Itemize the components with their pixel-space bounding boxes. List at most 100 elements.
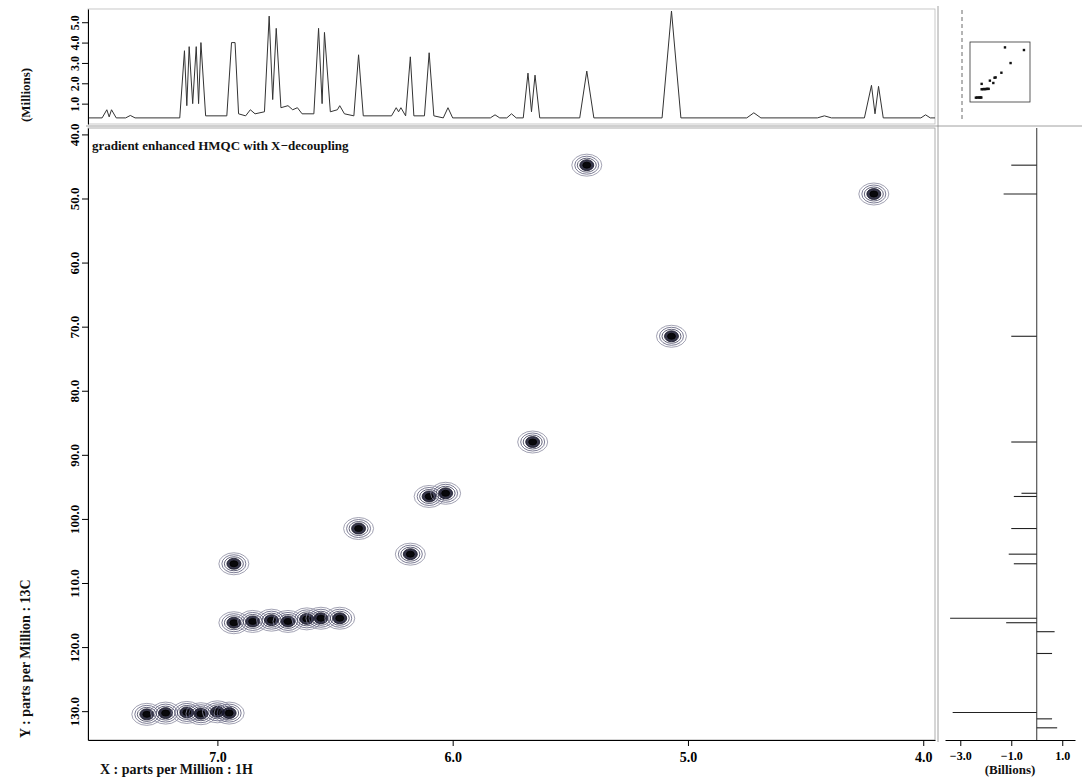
tick: 1.0 bbox=[1055, 740, 1070, 763]
contour-level bbox=[309, 609, 333, 627]
inset-peak bbox=[1004, 46, 1006, 48]
inset-peak bbox=[992, 82, 994, 84]
spike bbox=[1037, 727, 1057, 728]
tick-label: 4.0 bbox=[915, 750, 933, 765]
inset-peak bbox=[989, 79, 991, 81]
contour-level bbox=[143, 711, 151, 717]
contour-level bbox=[230, 561, 238, 567]
tick-mark bbox=[82, 519, 88, 520]
panel-separator bbox=[938, 6, 939, 742]
tick-mark bbox=[960, 740, 961, 746]
spike bbox=[1021, 493, 1036, 494]
spike bbox=[1014, 496, 1037, 497]
spectrum-line bbox=[88, 11, 935, 118]
contour-level bbox=[518, 431, 548, 453]
cross-peak bbox=[306, 607, 336, 629]
contour-level bbox=[330, 611, 349, 625]
tick-label: 130.0 bbox=[67, 697, 82, 726]
inset-peak bbox=[987, 88, 989, 90]
tick-mark bbox=[82, 104, 88, 105]
tick-mark bbox=[1062, 740, 1063, 746]
axis-line bbox=[89, 740, 936, 741]
contour-level bbox=[583, 162, 591, 168]
spike bbox=[953, 712, 1037, 713]
cross-peak bbox=[325, 607, 355, 629]
contour-level bbox=[219, 553, 249, 575]
inset-peak bbox=[1023, 49, 1025, 51]
inset-peaks bbox=[975, 46, 1025, 99]
x-axis: −3.0−1.01.0 bbox=[946, 740, 1076, 763]
plot-frame bbox=[88, 128, 935, 740]
cross-peak bbox=[344, 518, 374, 540]
contour-level bbox=[347, 520, 371, 538]
contour-level bbox=[278, 614, 297, 628]
axis-line bbox=[88, 129, 89, 741]
contour-level bbox=[529, 439, 537, 445]
spike bbox=[1011, 528, 1036, 529]
tick-label: 4.0 bbox=[68, 36, 82, 51]
spike bbox=[1037, 718, 1052, 719]
contour-level bbox=[667, 333, 675, 339]
spike bbox=[1009, 554, 1037, 555]
contour-level bbox=[306, 607, 336, 629]
contour-level bbox=[859, 183, 889, 205]
plot-title: gradient enhanced HMQC with X−decoupling bbox=[92, 138, 349, 153]
contour-level bbox=[222, 555, 246, 573]
contour-level bbox=[434, 484, 458, 502]
contour-level bbox=[162, 710, 170, 716]
y-axis-title: (Millions) bbox=[18, 68, 33, 122]
contour-level bbox=[230, 620, 238, 626]
tick: 2.0 bbox=[68, 76, 88, 91]
chart-root: 7.06.05.04.040.050.060.070.080.090.0100.… bbox=[0, 0, 1086, 780]
contour-level bbox=[521, 433, 545, 451]
tick: −1.0 bbox=[1001, 740, 1023, 763]
spike bbox=[1037, 653, 1052, 654]
contour-level bbox=[262, 613, 281, 627]
tick-mark bbox=[453, 740, 454, 746]
contour-level bbox=[159, 708, 173, 719]
tick: 70.0 bbox=[67, 316, 88, 339]
tick: 1.0 bbox=[68, 97, 88, 112]
contour-level bbox=[217, 704, 241, 722]
tick: 100.0 bbox=[67, 505, 88, 534]
cross-peak bbox=[214, 702, 244, 724]
contour-level bbox=[328, 609, 352, 627]
contour-level bbox=[344, 518, 374, 540]
contour-level bbox=[333, 613, 347, 624]
cross-peak bbox=[572, 154, 602, 176]
tick-mark bbox=[82, 327, 88, 328]
contour-level bbox=[401, 547, 420, 561]
contour-level bbox=[864, 187, 883, 201]
inset-peak bbox=[1009, 62, 1011, 64]
contour-level bbox=[225, 710, 233, 716]
contour-level bbox=[662, 329, 681, 343]
axis-line bbox=[946, 740, 1076, 741]
y-axis: 40.050.060.070.080.090.0100.0110.0120.01… bbox=[67, 124, 89, 741]
contour-level bbox=[403, 549, 417, 560]
cross-peak bbox=[395, 543, 425, 565]
contour-level bbox=[355, 526, 363, 532]
contour-level bbox=[246, 616, 260, 627]
tick-label: 50.0 bbox=[67, 188, 82, 211]
tick-label: 60.0 bbox=[67, 252, 82, 275]
cross-peak bbox=[518, 431, 548, 453]
contour-level bbox=[191, 707, 210, 721]
tick: 5.0 bbox=[680, 740, 698, 765]
contour-level bbox=[260, 611, 284, 629]
contour-level bbox=[189, 705, 213, 723]
baseline bbox=[1036, 128, 1037, 740]
tick-mark bbox=[82, 198, 88, 199]
contour-level bbox=[227, 617, 241, 628]
tick-mark bbox=[82, 647, 88, 648]
spike bbox=[1006, 622, 1037, 623]
contour-level bbox=[580, 160, 594, 171]
contour-level bbox=[572, 154, 602, 176]
contour-level bbox=[156, 706, 175, 720]
projection-1h bbox=[88, 11, 935, 118]
tick-label: 90.0 bbox=[67, 444, 82, 467]
projection-13c bbox=[950, 128, 1057, 740]
contour-level bbox=[870, 191, 878, 197]
contour-level bbox=[352, 523, 366, 534]
tick-label: 2.0 bbox=[68, 76, 82, 91]
tick: 90.0 bbox=[67, 444, 88, 467]
